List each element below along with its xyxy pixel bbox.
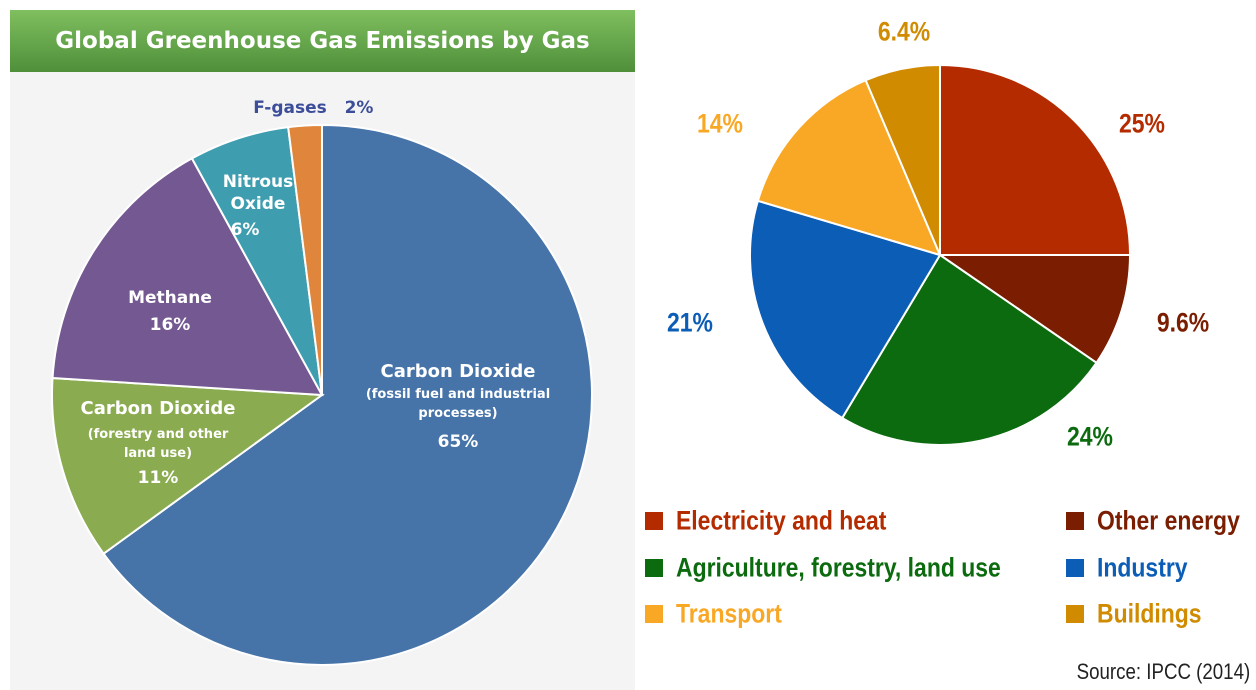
- pie-slice: [287, 123, 323, 396]
- slice-label: Methane: [128, 288, 212, 308]
- legend-swatch: [1066, 605, 1084, 623]
- slice-value: 2%: [344, 98, 374, 118]
- slice-value: 14%: [697, 108, 743, 139]
- slice-value: 65%: [437, 432, 479, 452]
- legend-label: Buildings: [1097, 598, 1202, 629]
- pie-slice: [864, 63, 941, 256]
- slice-value: 6.4%: [877, 16, 931, 47]
- legend-swatch: [645, 605, 663, 623]
- legend-label: Agriculture, forestry, land use: [676, 552, 1001, 583]
- slice-value: 25%: [1119, 108, 1165, 139]
- legend-label: Industry: [1097, 552, 1188, 583]
- slice-value: 9.6%: [1156, 307, 1210, 338]
- legend-swatch: [645, 512, 663, 530]
- legend-label: Transport: [676, 598, 782, 629]
- legend-label: Other energy: [1097, 505, 1240, 536]
- source-note: Source: IPCC (2014): [1076, 659, 1250, 684]
- slice-description: (fossil fuel and industrial processes): [365, 387, 551, 421]
- chart-title: Global Greenhouse Gas Emissions by Gas: [10, 10, 635, 72]
- pie-slice: [936, 254, 1132, 365]
- slice-value: 6%: [230, 220, 260, 240]
- slice-label: Nitrous Oxide: [222, 172, 294, 214]
- slice-label: F-gases: [253, 98, 327, 118]
- slice-value: 16%: [149, 315, 191, 335]
- pie-slice: [749, 199, 942, 420]
- pie-slice: [51, 376, 325, 556]
- slice-label: Carbon Dioxide: [80, 398, 236, 419]
- legend-label: Electricity and heat: [676, 505, 887, 536]
- pie-slice: [51, 157, 324, 397]
- slice-value: 24%: [1067, 421, 1113, 452]
- pie-slice: [840, 253, 1098, 446]
- slice-value: 11%: [137, 468, 179, 488]
- slice-description: (forestry and other land use): [87, 427, 229, 461]
- legend-swatch: [1066, 512, 1084, 530]
- legend-swatch: [1066, 559, 1084, 577]
- pie-slice: [756, 78, 942, 257]
- slice-label: Carbon Dioxide: [380, 361, 536, 382]
- legend-swatch: [645, 559, 663, 577]
- pie-slice: [102, 123, 593, 666]
- slice-value: 21%: [667, 307, 713, 338]
- pie-slice: [939, 63, 1132, 256]
